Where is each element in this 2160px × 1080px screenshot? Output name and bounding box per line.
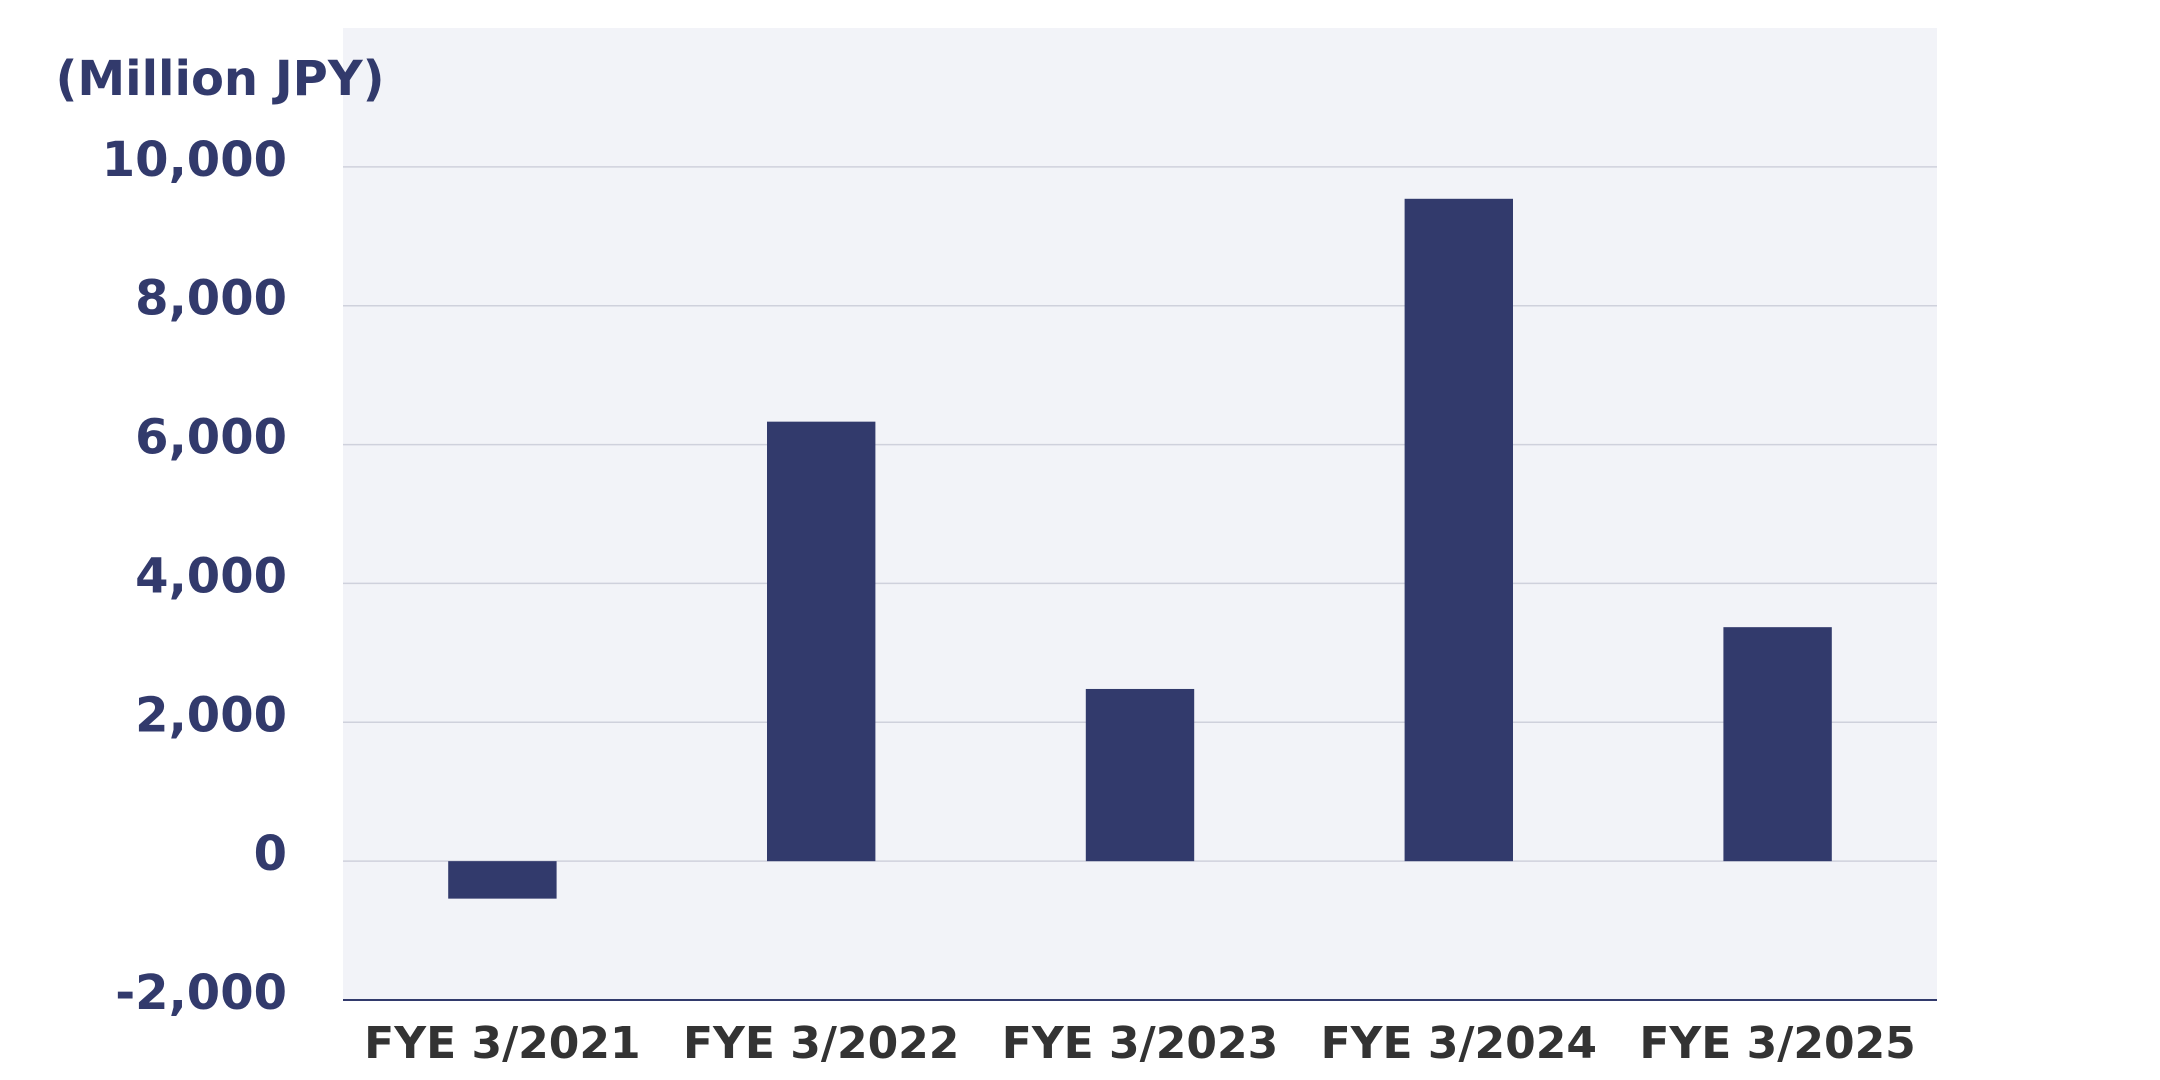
y-tick-label: 0 bbox=[254, 826, 287, 882]
bar bbox=[1723, 627, 1832, 862]
y-tick-label: 8,000 bbox=[135, 271, 287, 327]
y-tick-label: 10,000 bbox=[102, 132, 287, 188]
x-tick-label: FYE 3/2022 bbox=[683, 1018, 959, 1069]
x-tick-label: FYE 3/2024 bbox=[1321, 1018, 1597, 1069]
bar bbox=[767, 421, 876, 862]
bar bbox=[448, 861, 557, 899]
bar bbox=[1404, 198, 1513, 862]
bar bbox=[1085, 688, 1195, 862]
x-tick-label: FYE 3/2025 bbox=[1639, 1018, 1915, 1069]
y-tick-label: 6,000 bbox=[135, 410, 287, 466]
y-axis-label: (Million JPY) bbox=[55, 51, 384, 107]
y-tick-label: 2,000 bbox=[135, 687, 287, 743]
x-tick-label: FYE 3/2023 bbox=[1002, 1018, 1278, 1069]
y-tick-label: -2,000 bbox=[115, 965, 287, 1021]
y-tick-label: 4,000 bbox=[135, 548, 287, 604]
x-tick-label: FYE 3/2021 bbox=[364, 1018, 640, 1069]
